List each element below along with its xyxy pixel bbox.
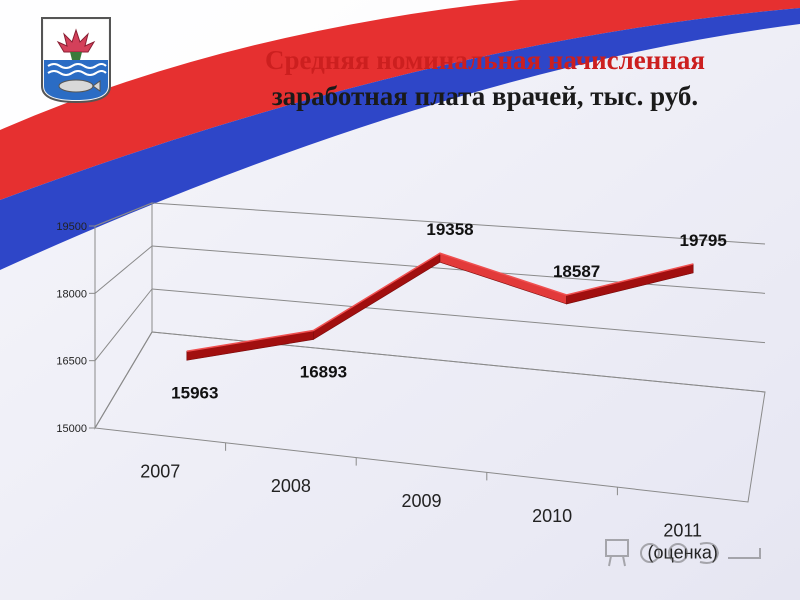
- x-category-label: 2007: [140, 461, 180, 481]
- x-category-label: 2011: [663, 521, 702, 541]
- title-line-1: Средняя номинальная начисленная: [264, 45, 706, 75]
- data-label: 19358: [426, 220, 473, 239]
- slide-title: Средняя номинальная начисленная заработн…: [180, 42, 790, 114]
- gridline-depth: [94, 288, 153, 361]
- gridline-depth: [94, 245, 153, 294]
- data-label: 15963: [171, 383, 218, 402]
- series-ribbon-segment: [439, 252, 567, 305]
- y-tick-label: 18000: [56, 288, 87, 300]
- gridline: [151, 288, 766, 344]
- y-tick-label: 16500: [56, 356, 87, 368]
- series-ribbon-segment: [186, 330, 314, 361]
- gridline: [151, 331, 766, 393]
- data-label: 19795: [680, 231, 727, 250]
- x-category-sublabel: (оценка): [648, 543, 718, 563]
- chart-left-wall: [94, 202, 153, 430]
- gridline: [151, 245, 766, 294]
- gridline: [151, 202, 766, 245]
- gridline-depth: [94, 331, 153, 429]
- x-category-label: 2009: [401, 491, 441, 511]
- x-category-label: 2008: [271, 476, 311, 496]
- blue-stripe: [0, 8, 800, 270]
- data-label: 18587: [553, 262, 600, 281]
- red-stripe: [0, 0, 800, 200]
- presentation-watermark-icon: [605, 539, 761, 567]
- y-tick-label: 15000: [56, 423, 87, 435]
- x-category-label: 2010: [532, 506, 572, 526]
- title-line-2: заработная плата врачей, тыс. руб.: [271, 81, 699, 111]
- city-coat-of-arms-icon: [41, 17, 111, 104]
- series-line: [186, 252, 694, 353]
- series-ribbon-segment: [313, 252, 441, 341]
- data-label: 16893: [300, 362, 347, 381]
- gridline-depth: [94, 202, 153, 227]
- y-tick-label: 19500: [56, 221, 87, 233]
